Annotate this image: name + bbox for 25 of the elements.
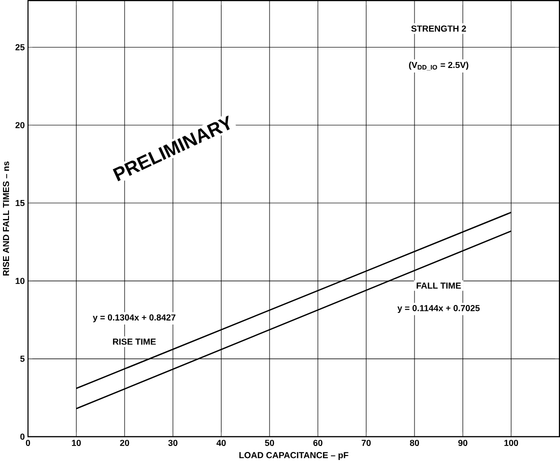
x-tick-label: 100 — [504, 440, 518, 446]
y-tick-label: 15 — [16, 200, 25, 206]
series-label: FALL TIME — [416, 282, 461, 289]
annotation: (V$_{DD_IO}$ = 2.5V) — [409, 62, 468, 70]
annotation: STRENGTH 2 — [411, 26, 466, 32]
x-tick-label: 80 — [410, 440, 420, 446]
x-tick-label: 40 — [216, 440, 226, 446]
y-tick-label: 0 — [20, 434, 24, 440]
x-axis-title: LOAD CAPACITANCE – pF — [239, 452, 348, 460]
x-tick-label: 60 — [313, 440, 322, 446]
x-tick-label: 10 — [72, 440, 81, 446]
x-tick-label: 70 — [362, 440, 371, 446]
annotation: y = 0.1304x + 0.8427 — [92, 314, 176, 322]
x-tick-label: 50 — [264, 440, 274, 446]
x-tick-label: 20 — [120, 440, 130, 446]
y-axis-title: RISE AND FALL TIMES – ns — [2, 162, 10, 276]
y-tick-label: 5 — [20, 356, 25, 362]
y-tick-label: 25 — [15, 44, 25, 50]
series-label: RISE TIME — [113, 338, 156, 345]
x-tick-label: 90 — [458, 440, 468, 446]
y-tick-label: 10 — [16, 278, 24, 284]
x-tick-label: 30 — [168, 440, 178, 446]
x-tick-label: 0 — [26, 440, 30, 446]
y-tick-label: 20 — [15, 122, 24, 128]
annotation: y = 0.1144x + 0.7025 — [397, 305, 480, 313]
